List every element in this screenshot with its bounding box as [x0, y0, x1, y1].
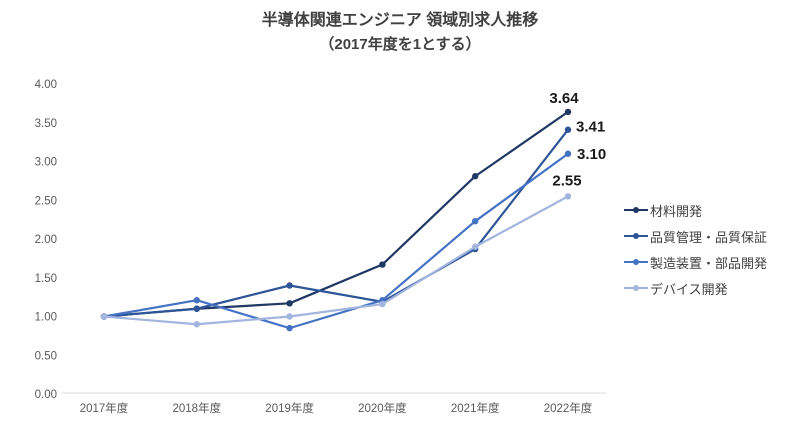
- title-block: 半導体関連エンジニア 領域別求人推移 （2017年度を1とする）: [0, 8, 800, 56]
- legend: 材料開発 品質管理・品質保証 製造装置・部品開発 デバイス開発: [624, 197, 767, 301]
- legend-line-marker-icon: [624, 285, 648, 291]
- series-line: [103, 110, 569, 318]
- y-tick-label: 1.50: [35, 273, 57, 285]
- y-tick-label: 0.00: [35, 389, 57, 401]
- y-tick-label: 3.00: [35, 157, 57, 169]
- legend-label: デバイス開発: [650, 281, 728, 297]
- y-tick-label: 3.50: [35, 118, 57, 130]
- chart-subtitle: （2017年度を1とする）: [319, 35, 481, 53]
- data-point: [193, 321, 200, 328]
- series-line: [103, 152, 569, 330]
- x-tick-label: 2022年度: [544, 401, 593, 415]
- x-tick-label: 2018年度: [173, 401, 222, 415]
- data-point: [193, 305, 200, 312]
- x-tick-label: 2017年度: [80, 401, 129, 415]
- legend-line-marker-icon: [624, 233, 648, 239]
- legend-item-quality-assurance: 品質管理・品質保証: [624, 223, 767, 249]
- series-line: [103, 129, 569, 318]
- data-point: [472, 243, 479, 250]
- chart-title: 半導体関連エンジニア 領域別求人推移: [261, 12, 539, 29]
- data-point: [286, 300, 293, 307]
- legend-label: 製造装置・部品開発: [650, 255, 768, 271]
- data-label: 3.41: [576, 119, 605, 136]
- data-point: [193, 297, 200, 304]
- legend-label: 材料開発: [650, 203, 703, 219]
- y-tick-label: 2.00: [35, 234, 57, 246]
- x-tick-label: 2021年度: [451, 401, 500, 415]
- y-tick-label: 0.50: [35, 350, 57, 362]
- legend-item-device-dev: デバイス開発: [624, 275, 767, 301]
- data-point: [379, 261, 386, 268]
- data-point: [100, 313, 108, 320]
- data-point: [379, 300, 386, 308]
- y-tick-label: 2.50: [35, 195, 57, 207]
- data-point: [286, 324, 293, 332]
- data-point: [564, 108, 572, 116]
- data-label: 3.64: [549, 90, 579, 107]
- series-line: [103, 195, 569, 326]
- legend-line-marker-icon: [624, 207, 648, 213]
- data-point: [564, 193, 572, 200]
- data-point: [472, 217, 479, 225]
- data-point: [286, 282, 293, 289]
- y-tick-label: 4.00: [35, 79, 57, 91]
- data-label: 3.10: [577, 146, 606, 163]
- legend-line-marker-icon: [624, 259, 648, 265]
- x-tick-label: 2019年度: [265, 401, 314, 415]
- legend-label: 品質管理・品質保証: [650, 229, 768, 245]
- legend-item-equipment-parts-dev: 製造装置・部品開発: [624, 249, 767, 275]
- data-point: [564, 150, 572, 157]
- data-point: [286, 313, 293, 320]
- legend-item-materials-dev: 材料開発: [624, 197, 767, 223]
- data-label: 2.55: [552, 172, 581, 189]
- y-tick-label: 1.00: [35, 312, 57, 324]
- x-tick-label: 2020年度: [358, 401, 407, 415]
- data-point: [472, 173, 479, 180]
- data-point: [564, 126, 572, 133]
